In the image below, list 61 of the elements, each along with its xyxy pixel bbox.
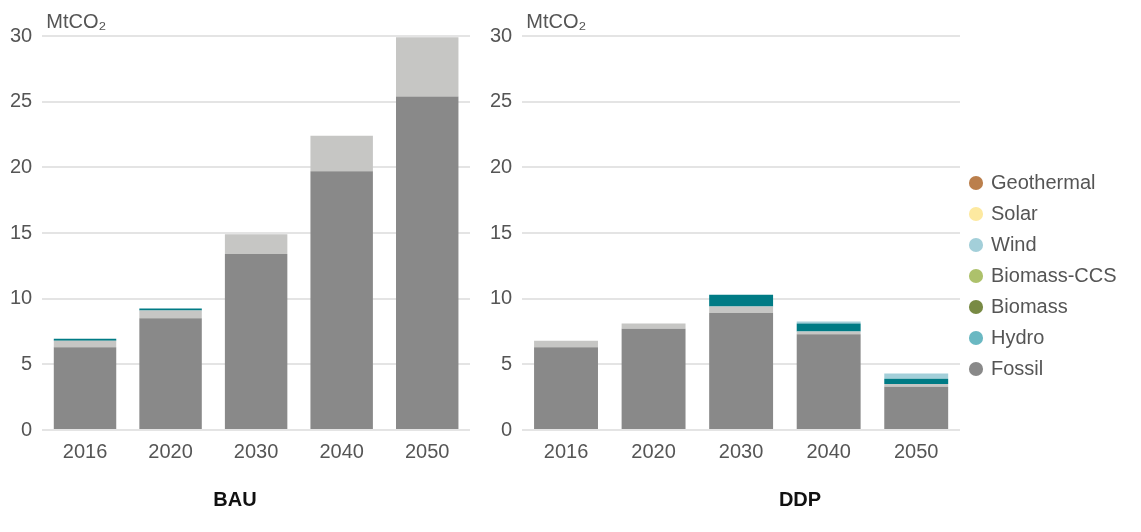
y-tick-label: 0 bbox=[501, 417, 513, 440]
y-tick-label: 15 bbox=[10, 220, 33, 243]
bar bbox=[396, 37, 459, 97]
legend-label: Wind bbox=[991, 232, 1037, 255]
bar bbox=[709, 294, 774, 307]
bar bbox=[621, 328, 686, 429]
bar bbox=[709, 306, 774, 314]
bar bbox=[53, 338, 117, 341]
bar bbox=[534, 340, 598, 348]
bar bbox=[139, 318, 202, 429]
x-tick-label: 2016 bbox=[543, 439, 589, 462]
y-axis-title: MtCO₂ bbox=[526, 9, 587, 32]
bar bbox=[139, 310, 202, 319]
bar bbox=[709, 313, 774, 429]
bar bbox=[224, 254, 288, 429]
bar bbox=[224, 234, 288, 255]
text: DDP bbox=[778, 487, 822, 510]
x-tick-label: 2030 bbox=[233, 439, 279, 462]
y-tick-label: 10 bbox=[490, 286, 513, 309]
bar bbox=[534, 347, 598, 429]
y-tick-label: 5 bbox=[501, 351, 513, 374]
x-tick-label: 2050 bbox=[893, 439, 939, 462]
legend-label: Fossil bbox=[991, 356, 1044, 379]
bar bbox=[139, 308, 202, 311]
y-tick-label: 10 bbox=[10, 286, 33, 309]
x-tick-label: 2016 bbox=[62, 439, 108, 462]
bar bbox=[310, 171, 373, 429]
legend-label: Biomass-CCS bbox=[991, 263, 1117, 286]
legend-label: Hydro bbox=[991, 325, 1045, 348]
bar bbox=[310, 135, 373, 172]
y-tick-label: 30 bbox=[10, 23, 33, 46]
bar bbox=[884, 373, 949, 379]
y-tick-label: 25 bbox=[10, 89, 33, 112]
bar bbox=[53, 347, 117, 429]
bar bbox=[796, 334, 861, 429]
x-tick-label: 2020 bbox=[631, 439, 676, 462]
x-tick-label: 2040 bbox=[319, 439, 364, 462]
y-axis-title: MtCO₂ bbox=[46, 9, 107, 32]
x-tick-label: 2040 bbox=[806, 439, 851, 462]
x-tick-label: 2020 bbox=[148, 439, 193, 462]
y-tick-label: 5 bbox=[21, 351, 33, 374]
bar bbox=[621, 323, 686, 329]
legend-label: Biomass bbox=[991, 294, 1068, 317]
bar bbox=[796, 323, 861, 332]
y-tick-label: 15 bbox=[490, 220, 513, 243]
bar bbox=[884, 378, 949, 385]
legend-label: Solar bbox=[991, 201, 1039, 224]
legend-label: Geothermal bbox=[991, 170, 1096, 193]
bar bbox=[884, 384, 949, 387]
text: BAU bbox=[213, 487, 257, 510]
bar bbox=[796, 321, 861, 324]
bar bbox=[396, 96, 459, 429]
y-tick-label: 20 bbox=[10, 154, 33, 177]
y-tick-label: 30 bbox=[490, 23, 513, 46]
x-tick-label: 2030 bbox=[718, 439, 764, 462]
bar bbox=[884, 386, 949, 429]
y-tick-label: 0 bbox=[21, 417, 33, 440]
y-tick-label: 25 bbox=[490, 89, 513, 112]
y-tick-label: 20 bbox=[490, 154, 513, 177]
x-tick-label: 2050 bbox=[404, 439, 450, 462]
bar bbox=[53, 340, 117, 348]
